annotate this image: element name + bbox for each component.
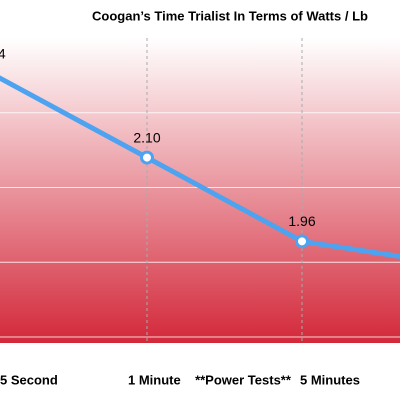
point xyxy=(140,150,154,165)
data-label: 2.10 xyxy=(133,129,160,145)
point xyxy=(295,234,309,249)
x-tick-label: 5 Second xyxy=(0,372,58,387)
plot-area xyxy=(0,38,400,343)
x-axis-title: **Power Tests** xyxy=(195,372,292,387)
x-tick-label: 5 Minutes xyxy=(300,372,360,387)
line xyxy=(0,75,400,259)
chart-title: Coogan’s Time Trialist In Terms of Watts… xyxy=(92,8,368,23)
data-label: 2.24 xyxy=(0,46,6,62)
x-tick-label: 1 Minute xyxy=(128,372,181,387)
data-label: 1.96 xyxy=(288,213,315,229)
